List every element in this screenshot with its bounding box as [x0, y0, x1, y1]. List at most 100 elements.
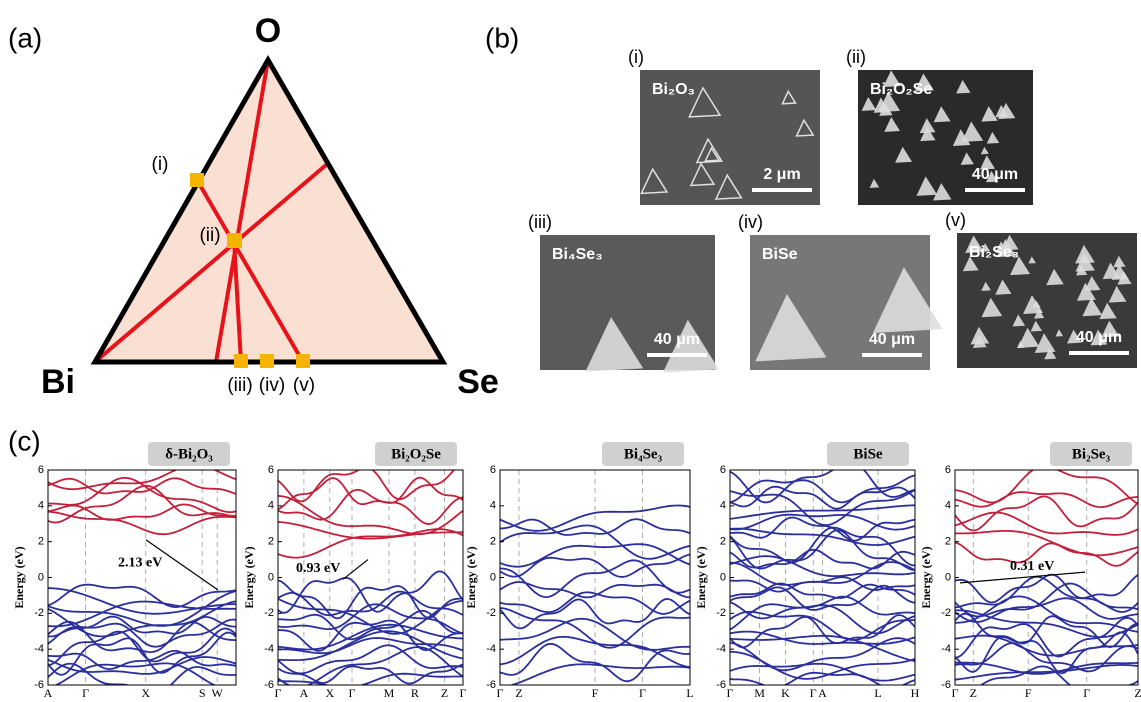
panel-label: (b)	[485, 22, 519, 53]
image-index: (ii)	[846, 47, 866, 67]
scale-bar	[1069, 351, 1129, 355]
band-plot	[48, 465, 236, 694]
k-label: M	[384, 686, 395, 700]
band	[955, 466, 1138, 504]
vertex-label: Se	[457, 363, 499, 401]
y-tick-label: 2	[490, 536, 496, 548]
y-tick-label: 6	[720, 464, 726, 476]
y-tick-label: -6	[716, 679, 726, 691]
material-label: BiSe	[762, 246, 798, 263]
y-axis-label: Energy (eV)	[464, 546, 478, 608]
y-axis-label: Energy (eV)	[694, 546, 708, 608]
panel-label: (a)	[8, 22, 42, 53]
k-label: Z	[1134, 686, 1141, 700]
vertex-label: O	[255, 12, 281, 50]
band-plot	[500, 470, 690, 688]
k-label: X	[141, 686, 150, 700]
material-label: Bi₂O₃	[652, 81, 695, 98]
y-tick-label: 6	[490, 464, 496, 476]
k-label: A	[818, 686, 827, 700]
image-index: (i)	[628, 47, 644, 67]
plot-title: Bi₂Se₃	[1072, 446, 1111, 462]
y-tick-label: 0	[945, 571, 951, 583]
y-tick-label: -6	[34, 679, 44, 691]
y-tick-label: 4	[490, 500, 496, 512]
k-label: A	[300, 686, 309, 700]
y-tick-label: 6	[945, 464, 951, 476]
plot-title: δ-Bi₂O₃	[165, 446, 213, 462]
point-label: (ii)	[199, 225, 220, 246]
gap-label: 0.93 eV	[296, 561, 340, 576]
k-label: L	[686, 686, 693, 700]
y-tick-label: -6	[486, 679, 496, 691]
k-label: L	[874, 686, 881, 700]
point-label: (i)	[152, 154, 169, 175]
scale-bar	[752, 188, 812, 192]
k-label: Γ	[727, 686, 734, 700]
y-tick-label: -6	[264, 679, 274, 691]
y-tick-label: -4	[34, 643, 44, 655]
y-tick-label: 4	[720, 500, 726, 512]
k-label: Γ	[460, 686, 467, 700]
k-label: X	[325, 686, 334, 700]
material-label: Bi₂Se₃	[969, 244, 1019, 261]
plot-title: Bi₂O₂Se	[391, 446, 441, 462]
k-label: F	[592, 686, 599, 700]
y-axis-label: Energy (eV)	[12, 546, 26, 608]
y-tick-label: 4	[38, 500, 44, 512]
k-label: Γ	[952, 686, 959, 700]
y-tick-label: 4	[268, 500, 274, 512]
k-label: A	[44, 686, 53, 700]
band	[278, 478, 463, 510]
y-tick-label: 2	[38, 536, 44, 548]
y-tick-label: -4	[486, 643, 496, 655]
plot-title: BiSe	[853, 446, 883, 462]
point-label: (v)	[293, 375, 315, 396]
y-tick-label: 2	[945, 536, 951, 548]
axes-frame	[955, 470, 1138, 685]
scale-label: 40 μm	[869, 331, 915, 348]
k-label: K	[781, 686, 790, 700]
panel-label: (c)	[8, 425, 41, 456]
k-label: Γ	[639, 686, 646, 700]
y-tick-label: -6	[941, 679, 951, 691]
point-label: (iv)	[259, 375, 285, 396]
vertex-label: Bi	[41, 363, 75, 401]
y-tick-label: -4	[941, 643, 951, 655]
y-axis-label: Energy (eV)	[919, 546, 933, 608]
y-tick-label: 6	[38, 464, 44, 476]
y-tick-label: 0	[38, 571, 44, 583]
y-tick-label: -2	[34, 607, 44, 619]
band	[48, 585, 236, 607]
y-tick-label: -2	[264, 607, 274, 619]
k-label: W	[212, 686, 224, 700]
y-tick-label: 2	[268, 536, 274, 548]
y-tick-label: -4	[716, 643, 726, 655]
k-label: Γ	[497, 686, 504, 700]
k-label: Z	[970, 686, 977, 700]
band	[48, 512, 236, 535]
k-label: H	[911, 686, 920, 700]
k-label: Z	[441, 686, 448, 700]
y-tick-label: -2	[486, 607, 496, 619]
y-tick-label: 0	[490, 571, 496, 583]
plot-title: Bi₄Se₃	[624, 446, 663, 462]
k-label: R	[411, 686, 419, 700]
y-tick-label: -2	[716, 607, 726, 619]
scale-label: 40 μm	[1076, 329, 1122, 346]
y-tick-label: -2	[941, 607, 951, 619]
scale-label: 40 μm	[654, 331, 700, 348]
scale-bar	[862, 353, 922, 357]
point-label: (iii)	[227, 375, 252, 396]
y-tick-label: 2	[720, 536, 726, 548]
y-tick-label: -4	[264, 643, 274, 655]
gap-label: 2.13 eV	[118, 555, 162, 570]
scale-bar	[965, 188, 1025, 192]
k-label: Γ	[349, 686, 356, 700]
band	[278, 571, 463, 613]
gap-label: 0.31 eV	[1010, 559, 1054, 574]
band	[955, 584, 1138, 617]
k-label: Γ	[810, 686, 817, 700]
scale-label: 40 μm	[972, 166, 1018, 183]
image-index: (v)	[945, 210, 966, 230]
